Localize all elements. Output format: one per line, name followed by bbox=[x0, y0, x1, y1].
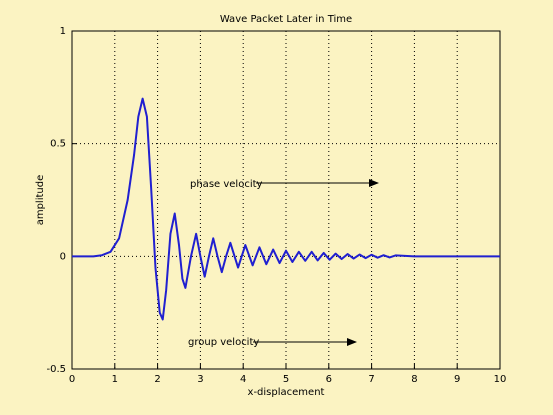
y-tick-label: 1 bbox=[60, 26, 66, 37]
chart-title: Wave Packet Later in Time bbox=[220, 14, 352, 25]
x-tick-label: 2 bbox=[154, 374, 160, 385]
x-tick-label: 0 bbox=[69, 374, 75, 385]
y-tick-label: -0.5 bbox=[46, 364, 66, 375]
annotation: phase velocity bbox=[190, 179, 263, 190]
x-tick-label: 6 bbox=[326, 374, 332, 385]
y-tick-label: 0 bbox=[60, 251, 66, 262]
x-tick-label: 5 bbox=[283, 374, 289, 385]
x-tick-label: 10 bbox=[494, 374, 507, 385]
x-tick-label: 1 bbox=[112, 374, 118, 385]
x-tick-label: 3 bbox=[197, 374, 203, 385]
y-axis-label: amplitude bbox=[35, 175, 46, 226]
x-tick-label: 9 bbox=[454, 374, 460, 385]
annotation: group velocity bbox=[188, 337, 259, 348]
data-line bbox=[72, 97, 500, 321]
x-tick-label: 7 bbox=[368, 374, 374, 385]
y-tick-label: 0.5 bbox=[50, 139, 66, 150]
x-tick-label: 4 bbox=[240, 374, 246, 385]
x-axis-label: x-displacement bbox=[248, 387, 325, 398]
x-tick-label: 8 bbox=[411, 374, 417, 385]
